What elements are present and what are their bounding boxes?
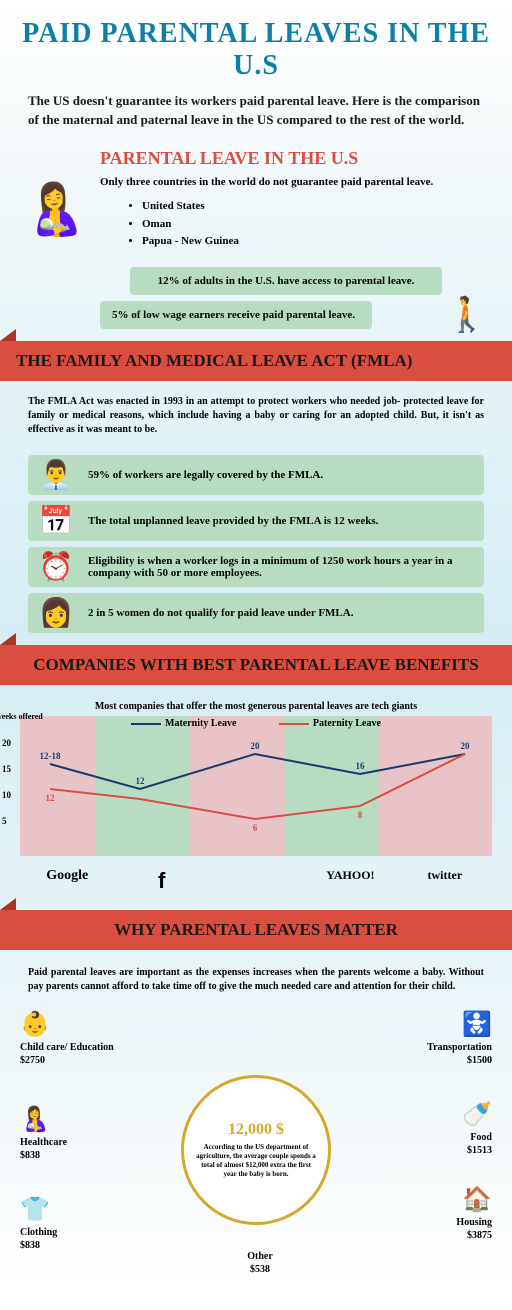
- svg-text:12-18: 12-18: [40, 751, 61, 761]
- section1-header: PARENTAL LEAVE IN THE U.S: [0, 144, 512, 175]
- fmla-stat-icon: 👩: [36, 593, 76, 633]
- expenses-diagram: 12,000 $ According to the US department …: [20, 1010, 492, 1290]
- stat-box: 5% of low wage earners receive paid pare…: [100, 301, 372, 329]
- fmla-stat-text: 59% of workers are legally covered by th…: [88, 469, 323, 481]
- fmla-banner: THE FAMILY AND MEDICAL LEAVE ACT (FMLA): [0, 341, 512, 381]
- expense-amount: $3875: [467, 1230, 492, 1241]
- svg-text:16: 16: [356, 761, 366, 771]
- company-row: Google f YAHOO! twitter: [20, 864, 492, 898]
- fmla-stat-icon: 📅: [36, 501, 76, 541]
- expense-item: Other $538: [205, 1250, 315, 1276]
- svg-text:6: 6: [253, 823, 258, 833]
- expense-label: Clothing: [20, 1227, 57, 1238]
- legend-maternity: Maternity Leave: [165, 718, 236, 729]
- fmla-intro: The FMLA Act was enacted in 1993 in an a…: [0, 389, 512, 449]
- companies-banner: COMPANIES WITH BEST PARENTAL LEAVE BENEF…: [0, 645, 512, 685]
- why-banner: WHY PARENTAL LEAVES MATTER: [0, 910, 512, 950]
- fmla-stat: ⏰ Eligibility is when a worker logs in a …: [28, 547, 484, 587]
- y-tick: 5: [2, 816, 7, 826]
- line-chart: Maternity Leave Paternity Leave weeks of…: [20, 716, 492, 856]
- list-item: Papua - New Guinea: [142, 233, 512, 251]
- expense-icon: 👕: [20, 1195, 130, 1226]
- expense-label: Other: [247, 1251, 273, 1262]
- expense-amount: $838: [20, 1240, 40, 1251]
- company-yahoo: YAHOO!: [303, 868, 397, 894]
- expense-item: 🤱Healthcare $838: [20, 1105, 130, 1162]
- svg-text:20: 20: [461, 741, 471, 751]
- expense-label: Transportation: [427, 1042, 492, 1053]
- y-tick: 15: [2, 764, 11, 774]
- stat-box: 12% of adults in the U.S. have access to…: [130, 267, 442, 295]
- svg-text:20: 20: [251, 741, 261, 751]
- list-item: Oman: [142, 216, 512, 234]
- company-facebook: f: [114, 868, 208, 894]
- center-text: According to the US department of agricu…: [196, 1143, 316, 1179]
- chart-legend: Maternity Leave Paternity Leave: [20, 718, 492, 729]
- parent-baby-icon: 🤱: [24, 180, 86, 239]
- fmla-stat-text: 2 in 5 women do not qualify for paid lea…: [88, 607, 353, 619]
- fmla-stat-text: Eligibility is when a worker logs in a m…: [88, 555, 472, 579]
- fmla-stat: 👩 2 in 5 women do not qualify for paid le…: [28, 593, 484, 633]
- person-icon: 🚶: [446, 295, 488, 335]
- expense-item: 🏠Housing $3875: [382, 1185, 492, 1242]
- expense-icon: 🏠: [382, 1185, 492, 1216]
- y-tick: 10: [2, 790, 11, 800]
- svg-text:8: 8: [358, 810, 363, 820]
- expense-label: Housing: [456, 1217, 492, 1228]
- expense-item: 🍼Food $1513: [382, 1100, 492, 1157]
- fmla-stat-icon: 👨‍💼: [36, 455, 76, 495]
- company-apple: [209, 868, 303, 894]
- company-twitter: twitter: [398, 868, 492, 894]
- company-google: Google: [20, 868, 114, 894]
- expense-label: Child care/ Education: [20, 1042, 114, 1053]
- infographic-container: PAID PARENTAL LEAVES IN THE U.S The US d…: [0, 0, 512, 1290]
- y-tick: 20: [2, 738, 11, 748]
- expense-amount: $838: [20, 1150, 40, 1161]
- fmla-stat: 📅 The total unplanned leave provided by t…: [28, 501, 484, 541]
- expense-label: Healthcare: [20, 1137, 67, 1148]
- expense-amount: $1500: [467, 1055, 492, 1066]
- fmla-stat-icon: ⏰: [36, 547, 76, 587]
- chart-lines: 12-18 12 20 16 20 12 6 8: [20, 734, 492, 844]
- center-amount: 12,000 $: [228, 1121, 284, 1139]
- fmla-stat-text: The total unplanned leave provided by th…: [88, 515, 378, 527]
- center-circle: 12,000 $ According to the US department …: [181, 1075, 331, 1225]
- svg-text:12: 12: [46, 793, 56, 803]
- list-item: United States: [142, 198, 512, 216]
- subtitle: The US doesn't guarantee its workers pai…: [0, 92, 512, 144]
- svg-text:12: 12: [136, 776, 146, 786]
- chart-intro: Most companies that offer the most gener…: [0, 693, 512, 716]
- why-intro: Paid parental leaves are important as th…: [0, 958, 512, 1002]
- expense-amount: $2750: [20, 1055, 45, 1066]
- expense-amount: $538: [250, 1264, 270, 1275]
- expense-label: Food: [470, 1132, 492, 1143]
- expense-icon: 🚼: [382, 1010, 492, 1041]
- expense-item: 🚼Transportation $1500: [382, 1010, 492, 1067]
- expense-item: 👕Clothing $838: [20, 1195, 130, 1252]
- expense-icon: 🤱: [20, 1105, 130, 1136]
- legend-paternity: Paternity Leave: [313, 718, 381, 729]
- y-axis-label: weeks offered: [0, 712, 43, 721]
- fmla-stat: 👨‍💼 59% of workers are legally covered by…: [28, 455, 484, 495]
- expense-icon: 🍼: [382, 1100, 492, 1131]
- expense-item: 👶Child care/ Education $2750: [20, 1010, 130, 1067]
- main-title: PAID PARENTAL LEAVES IN THE U.S: [0, 0, 512, 92]
- expense-amount: $1513: [467, 1145, 492, 1156]
- expense-icon: 👶: [20, 1010, 130, 1041]
